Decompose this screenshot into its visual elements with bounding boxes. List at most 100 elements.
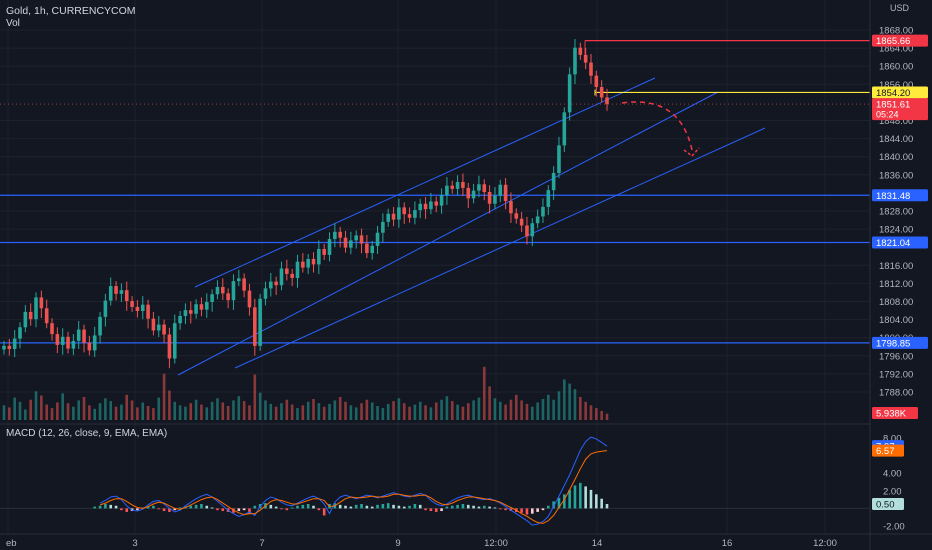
time-scale[interactable]: eb 3 7 9 12:00 14 16 12:00	[6, 538, 837, 549]
macd-hist-bar	[157, 508, 161, 510]
macd-hist-bar	[584, 486, 587, 509]
candle-body	[407, 214, 412, 218]
channel-bottom-line[interactable]	[234, 127, 766, 369]
volume-legend[interactable]: Vol	[6, 18, 20, 29]
countdown-text: 05:24	[876, 110, 899, 120]
candle-body	[445, 185, 449, 196]
channel-mid-line[interactable]	[177, 91, 719, 376]
price-tick-label: 1824.00	[879, 225, 913, 236]
candle-body	[498, 184, 503, 196]
symbol-legend[interactable]: Gold, 1h, CURRENCYCOM	[6, 5, 136, 17]
candle-body	[71, 340, 76, 349]
volume-bar	[290, 404, 294, 420]
candle-body	[487, 191, 492, 204]
macd-legend[interactable]: MACD (12, 26, close, 9, EMA, EMA)	[6, 428, 168, 439]
volume-bar	[226, 406, 230, 420]
candle-body	[87, 342, 92, 351]
macd-hist-bar	[237, 508, 241, 512]
candle-body	[82, 329, 86, 343]
volume-bar	[482, 366, 486, 420]
macd-hist-bar	[205, 505, 209, 509]
candle-body	[381, 221, 385, 233]
candle-body	[23, 311, 28, 328]
volume-bar	[552, 399, 555, 420]
candle-body	[2, 345, 6, 350]
candle-body	[188, 310, 193, 314]
macd-hist-bar	[301, 504, 305, 509]
macd-hist-bar	[402, 506, 406, 509]
macd-hist-bar	[194, 504, 198, 509]
candle-body	[503, 184, 508, 202]
macd-hist-bar	[472, 505, 475, 509]
candle-body	[413, 210, 417, 218]
channel-top-line[interactable]	[194, 77, 656, 288]
candle-body	[44, 308, 49, 324]
macd-hist-bar	[461, 504, 465, 509]
candle-body	[450, 185, 455, 189]
volume-bar	[221, 402, 225, 420]
macd-hist-bar	[450, 505, 454, 509]
volume-bar	[248, 405, 251, 420]
macd-hist-bar	[589, 489, 593, 509]
candle-body	[354, 235, 358, 241]
trend-channel	[177, 77, 766, 376]
projection-arrow[interactable]	[621, 101, 693, 151]
volume-bar	[237, 396, 241, 420]
candle-body	[285, 268, 289, 274]
macd-hist-bar	[269, 504, 273, 509]
volume-bar	[18, 401, 22, 420]
macd-badge	[872, 444, 904, 457]
volume-bar	[296, 408, 299, 420]
macd-hist-bar	[429, 508, 433, 512]
candle-body	[423, 203, 428, 210]
volume-bar	[232, 400, 235, 420]
volume-bar	[461, 406, 465, 420]
volume-bar	[317, 403, 321, 420]
time-tick-label: 9	[395, 538, 400, 549]
candle-body	[397, 207, 401, 220]
volume-bar	[322, 406, 326, 420]
volume-bar	[194, 399, 198, 420]
candle-body	[519, 218, 524, 226]
volume-bar	[509, 399, 513, 420]
macd-hist-bar	[114, 505, 118, 509]
volume-bar	[328, 403, 331, 420]
volume-bar	[274, 406, 278, 420]
candle-body	[269, 281, 273, 289]
candle-body	[167, 334, 172, 359]
candle-body	[231, 281, 236, 301]
volume-bar	[285, 399, 289, 420]
candle-body	[140, 304, 145, 312]
price-tick-label: 1796.00	[879, 351, 913, 362]
volume-bar	[109, 401, 113, 420]
volume-bar	[258, 392, 262, 420]
candle-body	[178, 315, 182, 324]
volume-bar	[579, 396, 582, 420]
volume-bar	[61, 393, 64, 420]
macd-hist-bar	[125, 508, 129, 512]
volume-bar	[402, 403, 406, 420]
candle-body	[98, 316, 102, 336]
candle-body	[343, 237, 348, 248]
price-scale[interactable]: 1868.00 1864.00 1860.00 1856.00 1848.00 1844.…	[872, 26, 928, 533]
price-tick-label: 1868.00	[879, 26, 913, 37]
candle-body	[295, 261, 300, 278]
candle-body	[194, 304, 198, 314]
time-tick-label: 14	[592, 538, 603, 549]
macd-hist-bar	[397, 505, 401, 509]
volume-bar	[72, 406, 75, 420]
macd-hist-bar	[477, 506, 481, 509]
macd-hist-bar	[312, 505, 315, 509]
volume-bar	[40, 395, 43, 420]
macd-hist-bar	[104, 504, 107, 509]
candle-body	[525, 225, 529, 237]
volume-bar	[530, 406, 534, 420]
level-badge	[872, 189, 928, 202]
level-badge-text: 1831.48	[876, 191, 910, 202]
macd-pane	[0, 436, 870, 526]
macd-hist-bar	[216, 508, 219, 511]
volume-bar	[114, 406, 118, 420]
macd-hist-bar	[541, 508, 545, 511]
candle-body	[477, 184, 481, 191]
